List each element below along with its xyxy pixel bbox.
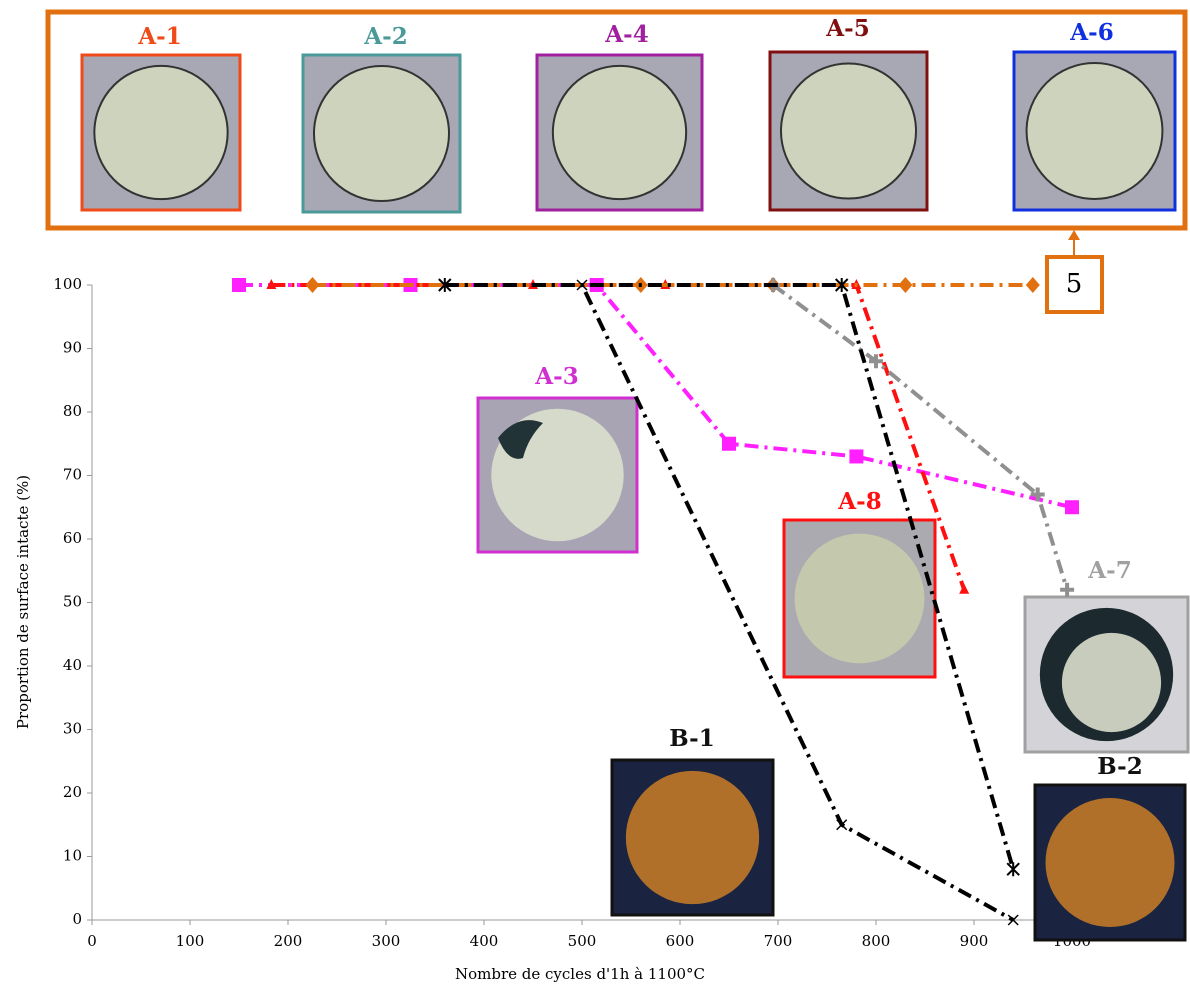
x-axis-label: Nombre de cycles d'1h à 1100°C [455, 965, 705, 983]
x-tick-label: 600 [666, 932, 695, 950]
x-tick-label: 900 [960, 932, 989, 950]
photo-frame [301, 53, 462, 214]
photo-disk [779, 62, 918, 200]
x-tick-label: 0 [87, 932, 97, 950]
y-tick-label: 60 [63, 529, 82, 547]
series-line [771, 283, 1070, 591]
x-tick-label: 100 [176, 932, 205, 950]
marker [722, 436, 736, 451]
y-tick-label: 20 [63, 783, 82, 801]
marker [1030, 487, 1045, 502]
y-axis-label: Proportion de surface intacte (%) [14, 475, 32, 729]
photo-label: A-5 [825, 15, 869, 42]
photo-frame [80, 53, 242, 212]
photo-disk [625, 770, 760, 905]
y-tick-label: 100 [53, 275, 82, 293]
y-tick-label: 30 [63, 720, 82, 738]
photo-spall [498, 420, 543, 459]
photo-frame [535, 53, 704, 212]
y-tick-label: 80 [63, 402, 82, 420]
photo-frame [782, 518, 937, 679]
x-tick-label: 400 [470, 932, 499, 950]
x-tick-label: 500 [568, 932, 597, 950]
y-tick-label: 70 [63, 466, 82, 484]
photo-disk [1045, 798, 1175, 927]
callout-box [1045, 255, 1104, 314]
marker [1007, 914, 1019, 926]
photo-disk [794, 533, 925, 664]
y-tick-label: 90 [63, 339, 82, 357]
photo-frame [1033, 783, 1187, 942]
marker [232, 278, 246, 292]
marker [1006, 862, 1020, 877]
photo-label: A-1 [137, 23, 181, 50]
photo-frame [1012, 50, 1177, 212]
marker [1025, 277, 1040, 293]
photo-label: A-8 [837, 488, 881, 515]
marker [869, 354, 883, 369]
photo-label: B-1 [669, 725, 714, 752]
y-tick-label: 40 [63, 656, 82, 674]
marker [898, 277, 913, 293]
x-tick-label: 800 [862, 932, 891, 950]
marker [959, 583, 970, 594]
photo-label: A-7 [1087, 557, 1131, 584]
photo-frame [610, 758, 775, 917]
photo-disk [1025, 62, 1164, 200]
photo-frame [1023, 595, 1190, 754]
photo-label: A-3 [534, 363, 578, 390]
x-tick-label: 700 [764, 932, 793, 950]
marker [836, 819, 848, 831]
photo-disk [93, 64, 229, 201]
top-frame [45, 9, 1188, 231]
photo-coating [1061, 632, 1162, 733]
photo-label: B-2 [1097, 753, 1142, 780]
photo-label: A-6 [1069, 19, 1113, 46]
series-line [239, 283, 1073, 510]
y-tick-label: 50 [63, 593, 82, 611]
callout-text: 5 [1066, 269, 1083, 299]
marker [1060, 582, 1075, 597]
marker [305, 277, 320, 293]
photo-label: A-4 [604, 21, 648, 48]
photo-frame [768, 50, 929, 212]
callout-arrow-head [1068, 230, 1080, 240]
x-tick-label: 300 [372, 932, 401, 950]
photo-disk [312, 64, 451, 203]
marker [849, 449, 864, 464]
photo-label: A-2 [363, 23, 407, 50]
marker [1065, 500, 1079, 515]
y-tick-label: 0 [72, 910, 82, 928]
marker [438, 278, 452, 292]
photo-disk [551, 64, 688, 201]
photo-frame [476, 396, 639, 554]
marker [266, 279, 277, 289]
y-tick-label: 10 [63, 847, 82, 865]
x-tick-label: 200 [274, 932, 303, 950]
marker [834, 278, 849, 292]
